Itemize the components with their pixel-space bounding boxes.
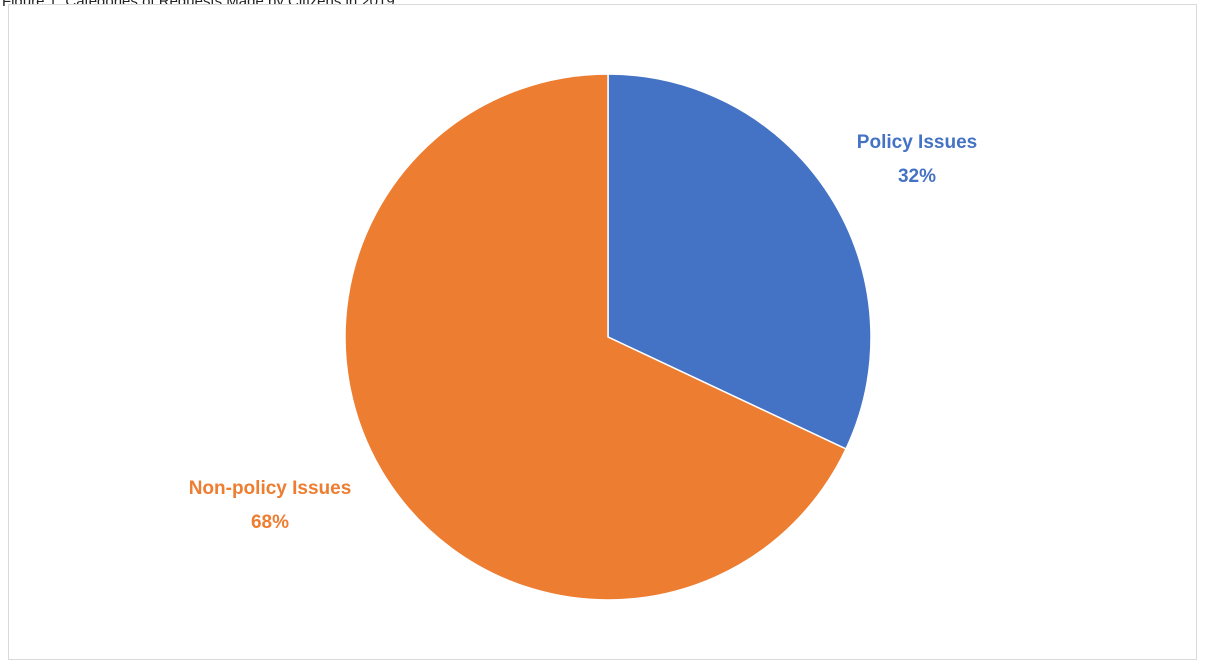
pie-slice-non-policy-issues xyxy=(344,73,847,601)
data-label-percent-non-policy-issues: 68% xyxy=(251,512,289,533)
data-label-name-non-policy-issues: Non-policy Issues xyxy=(189,478,352,499)
pie-slice-policy-issues xyxy=(607,73,872,450)
data-label-percent-policy-issues: 32% xyxy=(898,166,936,187)
data-label-name-policy-issues: Policy Issues xyxy=(857,132,977,153)
